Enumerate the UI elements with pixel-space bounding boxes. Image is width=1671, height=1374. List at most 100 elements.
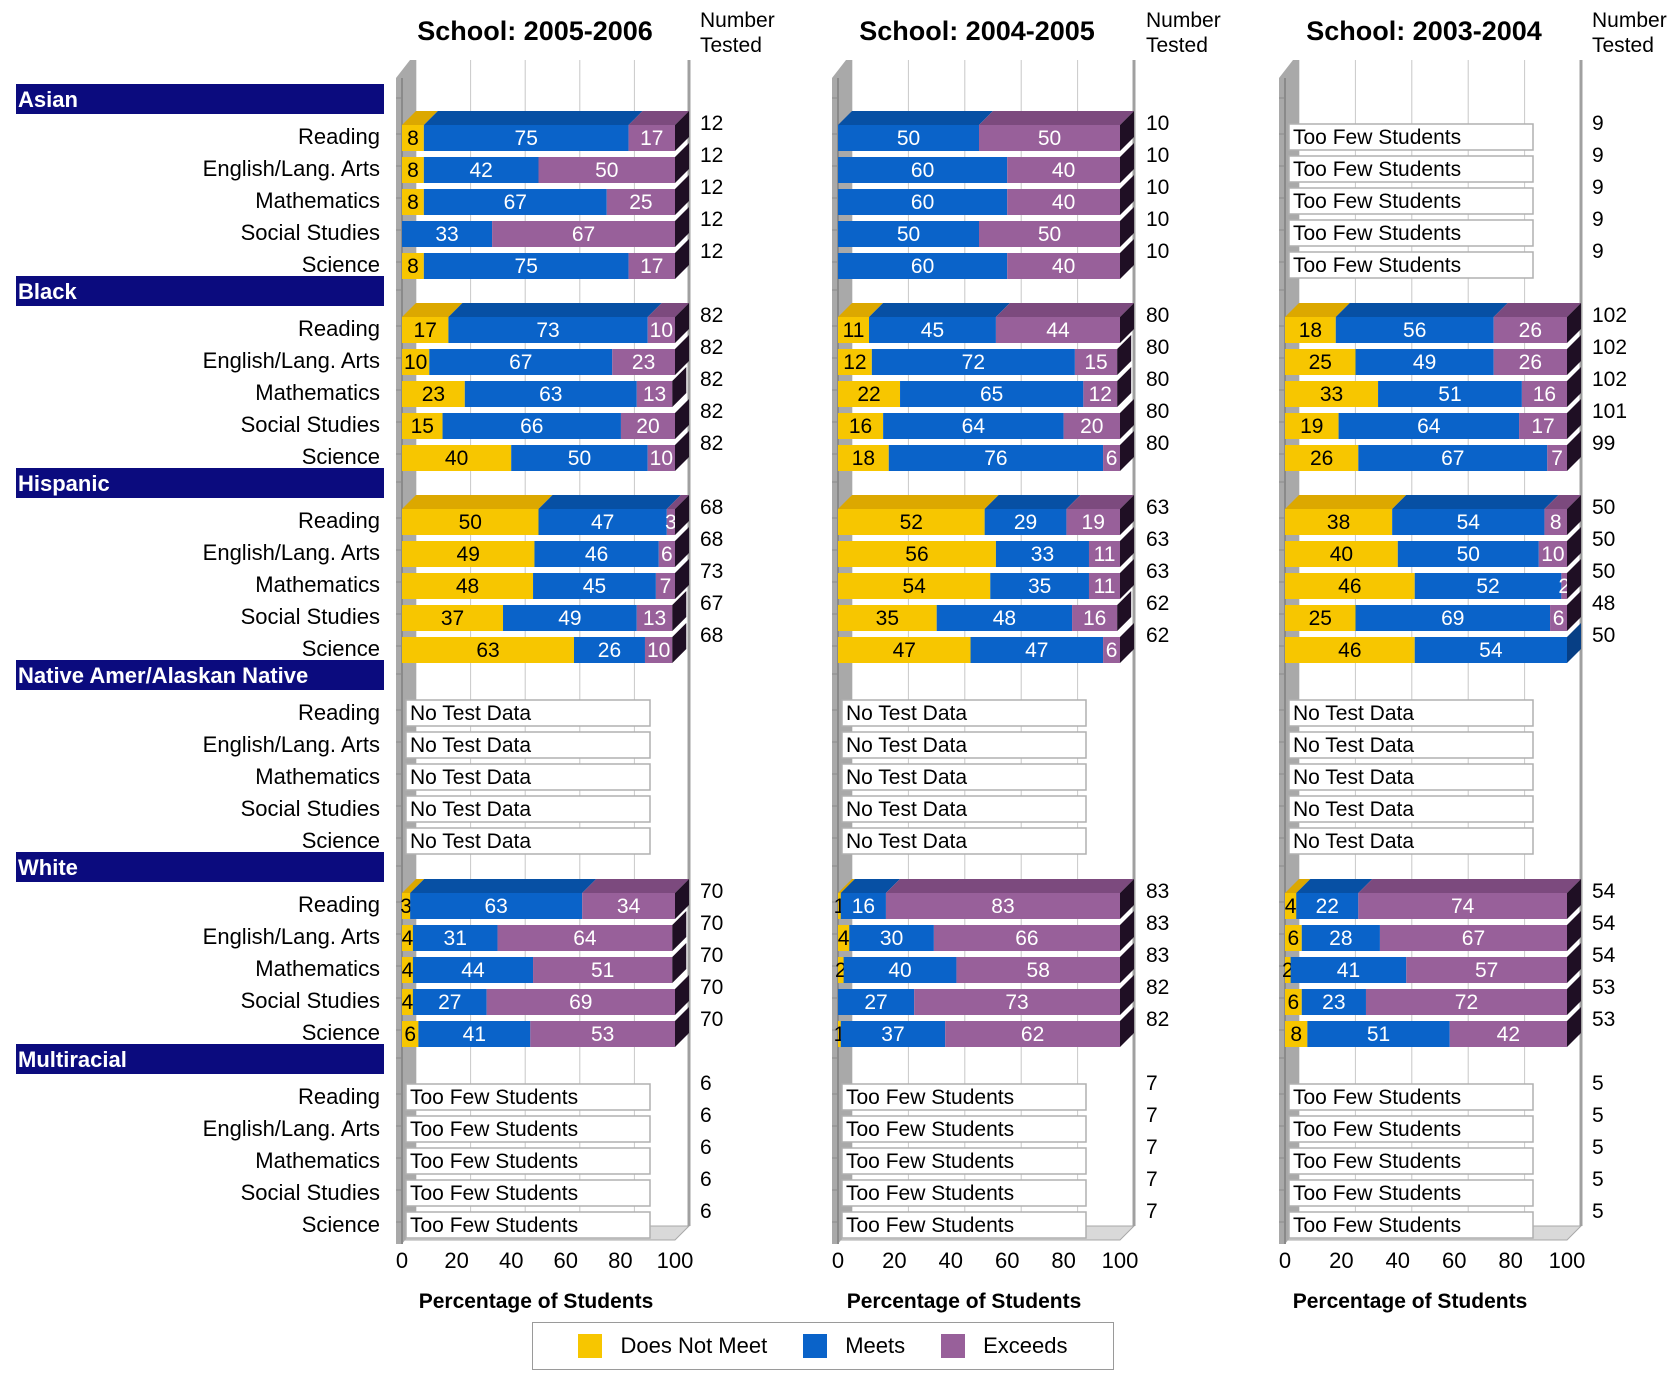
bar-segment-exceeds: 3 (665, 495, 689, 535)
bar-front-face (573, 637, 645, 663)
number-tested-header: Number (700, 9, 775, 32)
bar-value-label: 62 (1021, 1023, 1044, 1046)
bar-front-face (1103, 445, 1120, 471)
note-box (841, 1147, 1087, 1175)
bar-segment-exceeds: 16 (1521, 381, 1567, 407)
bar-value-label: 6 (661, 543, 673, 566)
bar-value-label: 2 (1558, 575, 1570, 598)
bar-segment-meets: 50 (511, 445, 648, 471)
subject-label: Mathematics (255, 764, 380, 789)
bar-front-face (1285, 381, 1379, 407)
bar-front-face (429, 349, 613, 375)
bar-value-label: 4 (402, 991, 414, 1014)
subject-label: Social Studies (241, 1180, 380, 1205)
number-tested-value: 5 (1592, 1072, 1604, 1095)
bar-front-face (636, 605, 673, 631)
bar-value-label: 50 (459, 511, 482, 534)
bar-front-face (838, 637, 971, 663)
bar-value-label: 22 (1316, 895, 1339, 918)
number-tested-value: 50 (1592, 528, 1615, 551)
bar-segment-exceeds: 50 (538, 157, 675, 183)
subject-label: Reading (298, 124, 380, 149)
note-box (1288, 1115, 1534, 1143)
bar-front-face (612, 349, 675, 375)
bar-value-label: 3 (400, 895, 412, 918)
bar-segment-meets: 52 (1414, 573, 1562, 599)
bar-segment-exceeds: 34 (582, 879, 689, 919)
note-text: No Test Data (846, 830, 967, 853)
bar-value-label: 25 (1309, 607, 1332, 630)
bar-value-label: 8 (407, 159, 419, 182)
bar-segment-meets: 47 (970, 637, 1104, 663)
bar-front-face (402, 381, 465, 407)
bar-value-label: 40 (1052, 191, 1075, 214)
x-axis-label: Percentage of Students (847, 1290, 1082, 1313)
bar-front-face (995, 317, 1120, 343)
bar-segment-does-not-meet: 10 (402, 349, 430, 375)
note-text: No Test Data (410, 702, 531, 725)
note-box (1288, 155, 1534, 183)
bar-front-face (838, 349, 872, 375)
bar-value-label: 50 (897, 127, 920, 150)
bar-front-face (1285, 893, 1297, 919)
note-box (1288, 763, 1534, 791)
subject-label: English/Lang. Arts (203, 732, 380, 757)
note-text: Too Few Students (1293, 1150, 1461, 1173)
bar-front-face (636, 381, 673, 407)
number-tested-value: 12 (700, 208, 723, 231)
legend-item-meets: Meets (803, 1333, 905, 1359)
number-tested-value: 80 (1146, 432, 1169, 455)
bar-segment-meets: 49 (503, 605, 637, 631)
bar-segment-meets: 67 (423, 189, 607, 215)
bar-front-face (1414, 573, 1562, 599)
note-box (405, 795, 651, 823)
bar-front-face (423, 125, 629, 151)
bar-segment-exceeds: 11 (1088, 541, 1120, 567)
bar-segment-meets: 45 (533, 573, 656, 599)
bar-segment-exceeds: 10 (647, 445, 675, 471)
bar-top-face (1544, 495, 1581, 509)
bar-segment-exceeds: 7 (655, 573, 675, 599)
bar-value-label: 26 (1310, 447, 1333, 470)
bar-value-label: 16 (1083, 607, 1106, 630)
subject-label: Social Studies (241, 796, 380, 821)
subject-label: Science (302, 828, 380, 853)
note-text: No Test Data (1293, 766, 1414, 789)
bar-value-label: 12 (843, 351, 866, 374)
bar-value-label: 47 (1025, 639, 1048, 662)
bar-front-face (1378, 381, 1522, 407)
bar-front-face (402, 637, 574, 663)
bar-side-face (1117, 591, 1132, 631)
x-tick-label: 0 (1279, 1248, 1291, 1273)
note-box (841, 763, 1087, 791)
group-header-label: White (18, 855, 78, 880)
bar-front-face (1547, 445, 1567, 471)
subject-label: Science (302, 636, 380, 661)
bar-value-label: 50 (1038, 223, 1061, 246)
note-text: Too Few Students (846, 1182, 1014, 1205)
note-text: No Test Data (1293, 830, 1414, 853)
bar-front-face (1358, 893, 1567, 919)
group-header-bg (16, 1044, 384, 1074)
bar-side-face (1567, 367, 1581, 407)
number-tested-value: 12 (700, 240, 723, 263)
bar-segment-meets: 40 (843, 957, 957, 983)
bar-front-face (423, 189, 607, 215)
bar-segment-meets: 23 (1301, 989, 1366, 1015)
bar-segment-meets: 65 (900, 381, 1084, 407)
bar-front-face (418, 1021, 531, 1047)
bar-side-face (1567, 431, 1581, 471)
bar-front-face (849, 925, 934, 951)
bar-front-face (838, 893, 841, 919)
bar-side-face (675, 495, 689, 535)
bar-front-face (1290, 957, 1407, 983)
bar-front-face (402, 541, 535, 567)
bar-value-label: 69 (569, 991, 592, 1014)
bar-value-label: 41 (463, 1023, 486, 1046)
bar-segment-meets: 44 (412, 957, 534, 983)
bar-segment-meets: 27 (838, 989, 915, 1015)
bar-top-face (410, 879, 597, 893)
number-tested-value: 83 (1146, 880, 1169, 903)
note-text: No Test Data (410, 766, 531, 789)
bar-value-label: 23 (1322, 991, 1345, 1014)
